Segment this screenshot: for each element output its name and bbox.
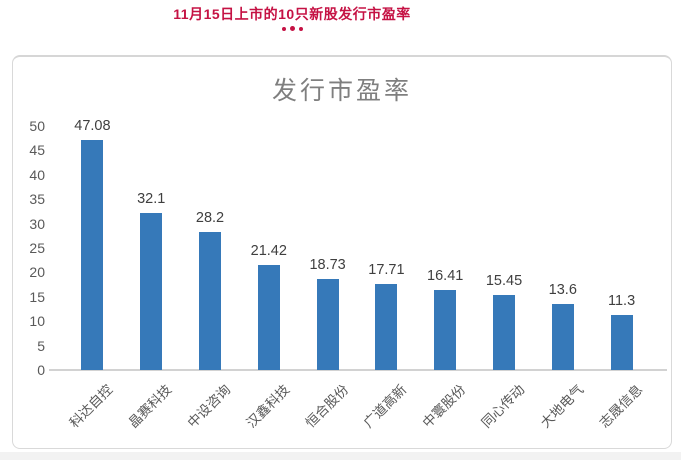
x-category-label: 汉鑫科技 [243, 381, 293, 432]
plot-area: 47.08 32.1 28.2 21.42 18.73 17.71 16.41 15.45 13… [63, 118, 651, 370]
bar-slot: 13.6 [533, 126, 592, 370]
bar-value-label: 17.71 [368, 262, 405, 278]
y-tick-label: 25 [29, 240, 45, 256]
y-axis: 0 5 10 15 20 25 30 35 40 45 50 [13, 57, 47, 378]
y-tick-label: 35 [29, 191, 45, 208]
x-category-label: 大地电气 [537, 381, 587, 432]
x-category-label: 晶赛科技 [125, 381, 176, 432]
bar-slot: 11.3 [592, 126, 651, 370]
bar-slot: 21.42 [239, 126, 298, 370]
page-title: 11月15日上市的10只新股发行市盈率 [173, 6, 411, 22]
bar-value-label: 47.08 [74, 118, 111, 134]
bar [316, 279, 339, 370]
bar [551, 304, 574, 370]
bar-value-label: 18.73 [309, 257, 346, 273]
bar-slot: 15.45 [475, 126, 534, 370]
bar [610, 315, 633, 370]
x-category-label: 中设咨询 [184, 381, 235, 432]
y-tick-label: 5 [37, 337, 45, 354]
dot-icon [298, 26, 303, 31]
bar-slot: 16.41 [416, 126, 475, 370]
bar [140, 213, 163, 370]
y-tick-label: 20 [29, 264, 45, 281]
y-tick-label: 15 [29, 288, 45, 305]
bar-chart: 发行市盈率 0 5 10 15 20 25 30 35 40 45 50 47.08 32.1 28.2… [12, 55, 672, 449]
bar-slot: 32.1 [122, 126, 181, 370]
x-axis-labels: 科达自控 晶赛科技 中设咨询 汉鑫科技 恒合股份 广道高新 中寰股份 同心传动 大地电气 志晟信息 [63, 377, 651, 449]
bar-value-label: 15.45 [485, 273, 523, 289]
bar [198, 232, 221, 370]
bar [375, 284, 398, 370]
three-dots-icon [0, 20, 584, 38]
chart-title: 发行市盈率 [271, 76, 412, 105]
bar-value-label: 32.1 [137, 191, 166, 207]
y-tick-label: 10 [29, 313, 45, 330]
bar [257, 265, 280, 370]
x-category-label: 科达自控 [67, 381, 117, 432]
bar-slot: 28.2 [181, 126, 240, 370]
x-category-label: 志晟信息 [596, 381, 646, 432]
bar-slot: 47.08 [63, 118, 122, 370]
page-header: 11月15日上市的10只新股发行市盈率 [0, 4, 584, 24]
dot-icon [281, 26, 286, 31]
y-tick-label: 0 [37, 362, 45, 378]
bar-value-label: 16.41 [427, 268, 464, 284]
y-tick-label: 45 [29, 142, 45, 159]
bar-slot: 17.71 [357, 126, 416, 370]
y-tick-label: 40 [29, 166, 45, 183]
y-tick-label: 30 [29, 215, 45, 232]
bar-slot: 18.73 [298, 126, 357, 370]
bar [81, 140, 104, 370]
bar-value-label: 13.6 [548, 282, 577, 298]
bar [434, 290, 457, 370]
bar-value-label: 11.3 [608, 293, 636, 309]
dot-icon [289, 26, 295, 32]
y-tick-label: 50 [29, 118, 45, 134]
x-axis-line [49, 369, 667, 371]
page-bottom-edge [0, 452, 681, 460]
x-category-label: 广道高新 [361, 381, 411, 432]
x-category-label: 恒合股份 [302, 381, 352, 432]
bar [492, 295, 515, 370]
bar-value-label: 21.42 [250, 243, 287, 259]
x-category-label: 中寰股份 [419, 381, 470, 432]
bar-value-label: 28.2 [195, 210, 225, 226]
x-category-label: 同心传动 [478, 381, 529, 432]
